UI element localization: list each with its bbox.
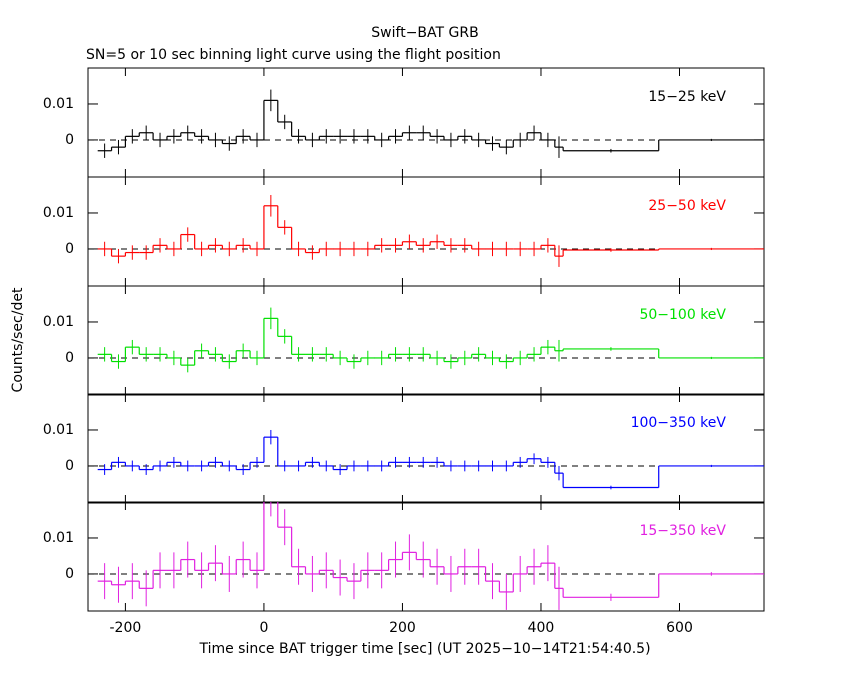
y-tick-label: 0.01 bbox=[43, 96, 74, 112]
band-label: 15−25 keV bbox=[648, 89, 726, 105]
y-tick-label: 0.01 bbox=[43, 422, 74, 438]
light-curve bbox=[97, 429, 764, 490]
y-tick-label: 0 bbox=[65, 241, 74, 257]
y-tick-label: 0 bbox=[65, 350, 74, 366]
band-label: 15−350 keV bbox=[639, 523, 726, 539]
y-tick-label: 0 bbox=[65, 132, 74, 148]
x-tick-label: 600 bbox=[666, 620, 693, 636]
x-tick-label: 200 bbox=[389, 620, 416, 636]
light-curve bbox=[97, 307, 764, 373]
y-tick-label: 0.01 bbox=[43, 205, 74, 221]
light-curve bbox=[97, 89, 764, 158]
band-label: 100−350 keV bbox=[631, 415, 727, 431]
light-curve bbox=[97, 194, 764, 267]
light-curve bbox=[97, 502, 764, 610]
panel-frame bbox=[87, 176, 765, 287]
panel-frame bbox=[87, 393, 765, 504]
y-axis-label: Counts/sec/det bbox=[10, 287, 26, 392]
panel-frame bbox=[87, 501, 765, 612]
chart-subtitle: SN=5 or 10 sec binning light curve using… bbox=[86, 47, 501, 63]
panel-frame bbox=[87, 67, 765, 178]
x-axis-label: Time since BAT trigger time [sec] (UT 20… bbox=[198, 641, 650, 657]
chart-title: Swift−BAT GRB bbox=[371, 25, 478, 41]
x-tick-label: -200 bbox=[110, 620, 142, 636]
band-label: 50−100 keV bbox=[639, 307, 726, 323]
band-label: 25−50 keV bbox=[648, 198, 726, 214]
panel-frame bbox=[87, 285, 765, 396]
y-tick-label: 0.01 bbox=[43, 530, 74, 546]
x-tick-label: 0 bbox=[259, 620, 268, 636]
y-tick-label: 0.01 bbox=[43, 314, 74, 330]
x-tick-label: 400 bbox=[528, 620, 555, 636]
y-tick-label: 0 bbox=[65, 566, 74, 582]
y-tick-label: 0 bbox=[65, 458, 74, 474]
